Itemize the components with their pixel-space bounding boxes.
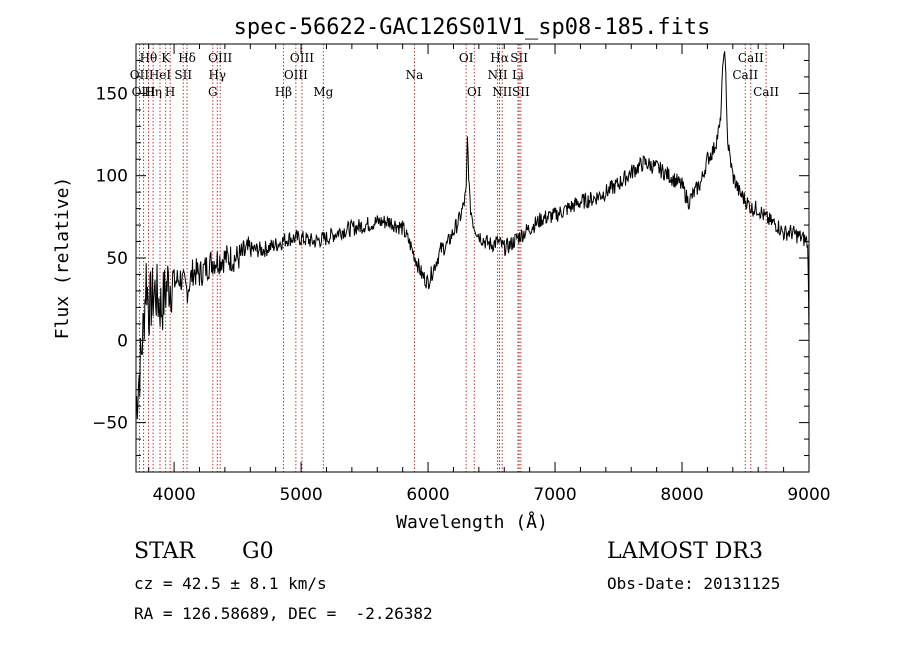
line-label-19: Hα xyxy=(490,51,509,65)
redshift-line: cz = 42.5 ± 8.1 km/s xyxy=(134,574,327,593)
object-subclass: G0 xyxy=(242,539,274,564)
y-axis-label: Flux (relative) xyxy=(52,177,73,340)
line-label-10: Hγ xyxy=(208,68,226,82)
line-label-24: SII xyxy=(512,85,530,99)
line-label-12: Hβ xyxy=(275,85,292,99)
object-class: STAR xyxy=(134,539,195,564)
line-label-26: CaII xyxy=(732,68,758,82)
x-tick-label-5: 9000 xyxy=(787,485,830,505)
line-label-14: OIII xyxy=(284,68,308,82)
line-label-2: OIII xyxy=(132,85,156,99)
line-label-8: SII xyxy=(174,68,192,82)
line-label-16: Na xyxy=(406,68,424,82)
plot-frame xyxy=(135,43,810,473)
line-label-7: Hδ xyxy=(178,51,196,65)
x-tick-label-0: 4000 xyxy=(152,485,195,505)
chart-title: spec-56622-GAC126S01V1_sp08-185.fits xyxy=(234,15,711,40)
line-label-17: OI xyxy=(459,51,474,65)
line-label-3: K xyxy=(161,51,171,65)
spectrum-trace xyxy=(135,51,810,420)
y-tick-label-0: −50 xyxy=(92,414,128,434)
x-tick-label-1: 5000 xyxy=(279,485,322,505)
line-label-27: CaII xyxy=(753,85,779,99)
y-tick-label-3: 100 xyxy=(96,167,128,187)
line-label-6: H xyxy=(165,85,175,99)
line-label-13: OIII xyxy=(290,51,314,65)
line-label-25: CaII xyxy=(738,51,764,65)
obs-date: Obs-Date: 20131125 xyxy=(607,574,781,593)
x-tick-label-3: 7000 xyxy=(533,485,576,505)
line-label-5: Hη xyxy=(144,85,162,99)
y-tick-label-2: 50 xyxy=(106,249,128,269)
spectrum-line xyxy=(135,51,810,420)
x-tick-label-4: 8000 xyxy=(660,485,703,505)
line-label-1: OII xyxy=(130,68,150,82)
line-label-11: G xyxy=(208,85,218,99)
line-label-15: Mg xyxy=(313,85,333,99)
x-axis-label: Wavelength (Å) xyxy=(396,511,548,533)
spectral-line-markers: Hθ OII OIII K HeI Hη H Hδ SII OIII Hγ G Hβ OIII OIII Mg… xyxy=(130,44,779,472)
line-label-22: SII xyxy=(510,51,528,65)
ra-dec: RA = 126.58689, DEC = -2.26382 xyxy=(134,604,433,623)
y-tick-label-1: 0 xyxy=(117,331,128,351)
line-label-21: NII xyxy=(492,85,512,99)
x-tick-label-2: 6000 xyxy=(406,485,449,505)
line-label-4: HeI xyxy=(149,68,172,82)
line-label-0: Hθ xyxy=(140,51,158,65)
survey-name: LAMOST DR3 xyxy=(607,539,763,564)
line-label-18: OI xyxy=(467,85,482,99)
y-tick-label-4: 150 xyxy=(96,84,128,104)
line-label-9: OIII xyxy=(208,51,232,65)
axis-ticks: 4000 5000 6000 7000 8000 9000 −50 0 50 100 150 xyxy=(92,44,831,505)
line-label-23: Li xyxy=(512,68,524,82)
line-label-20: NII xyxy=(488,68,508,82)
